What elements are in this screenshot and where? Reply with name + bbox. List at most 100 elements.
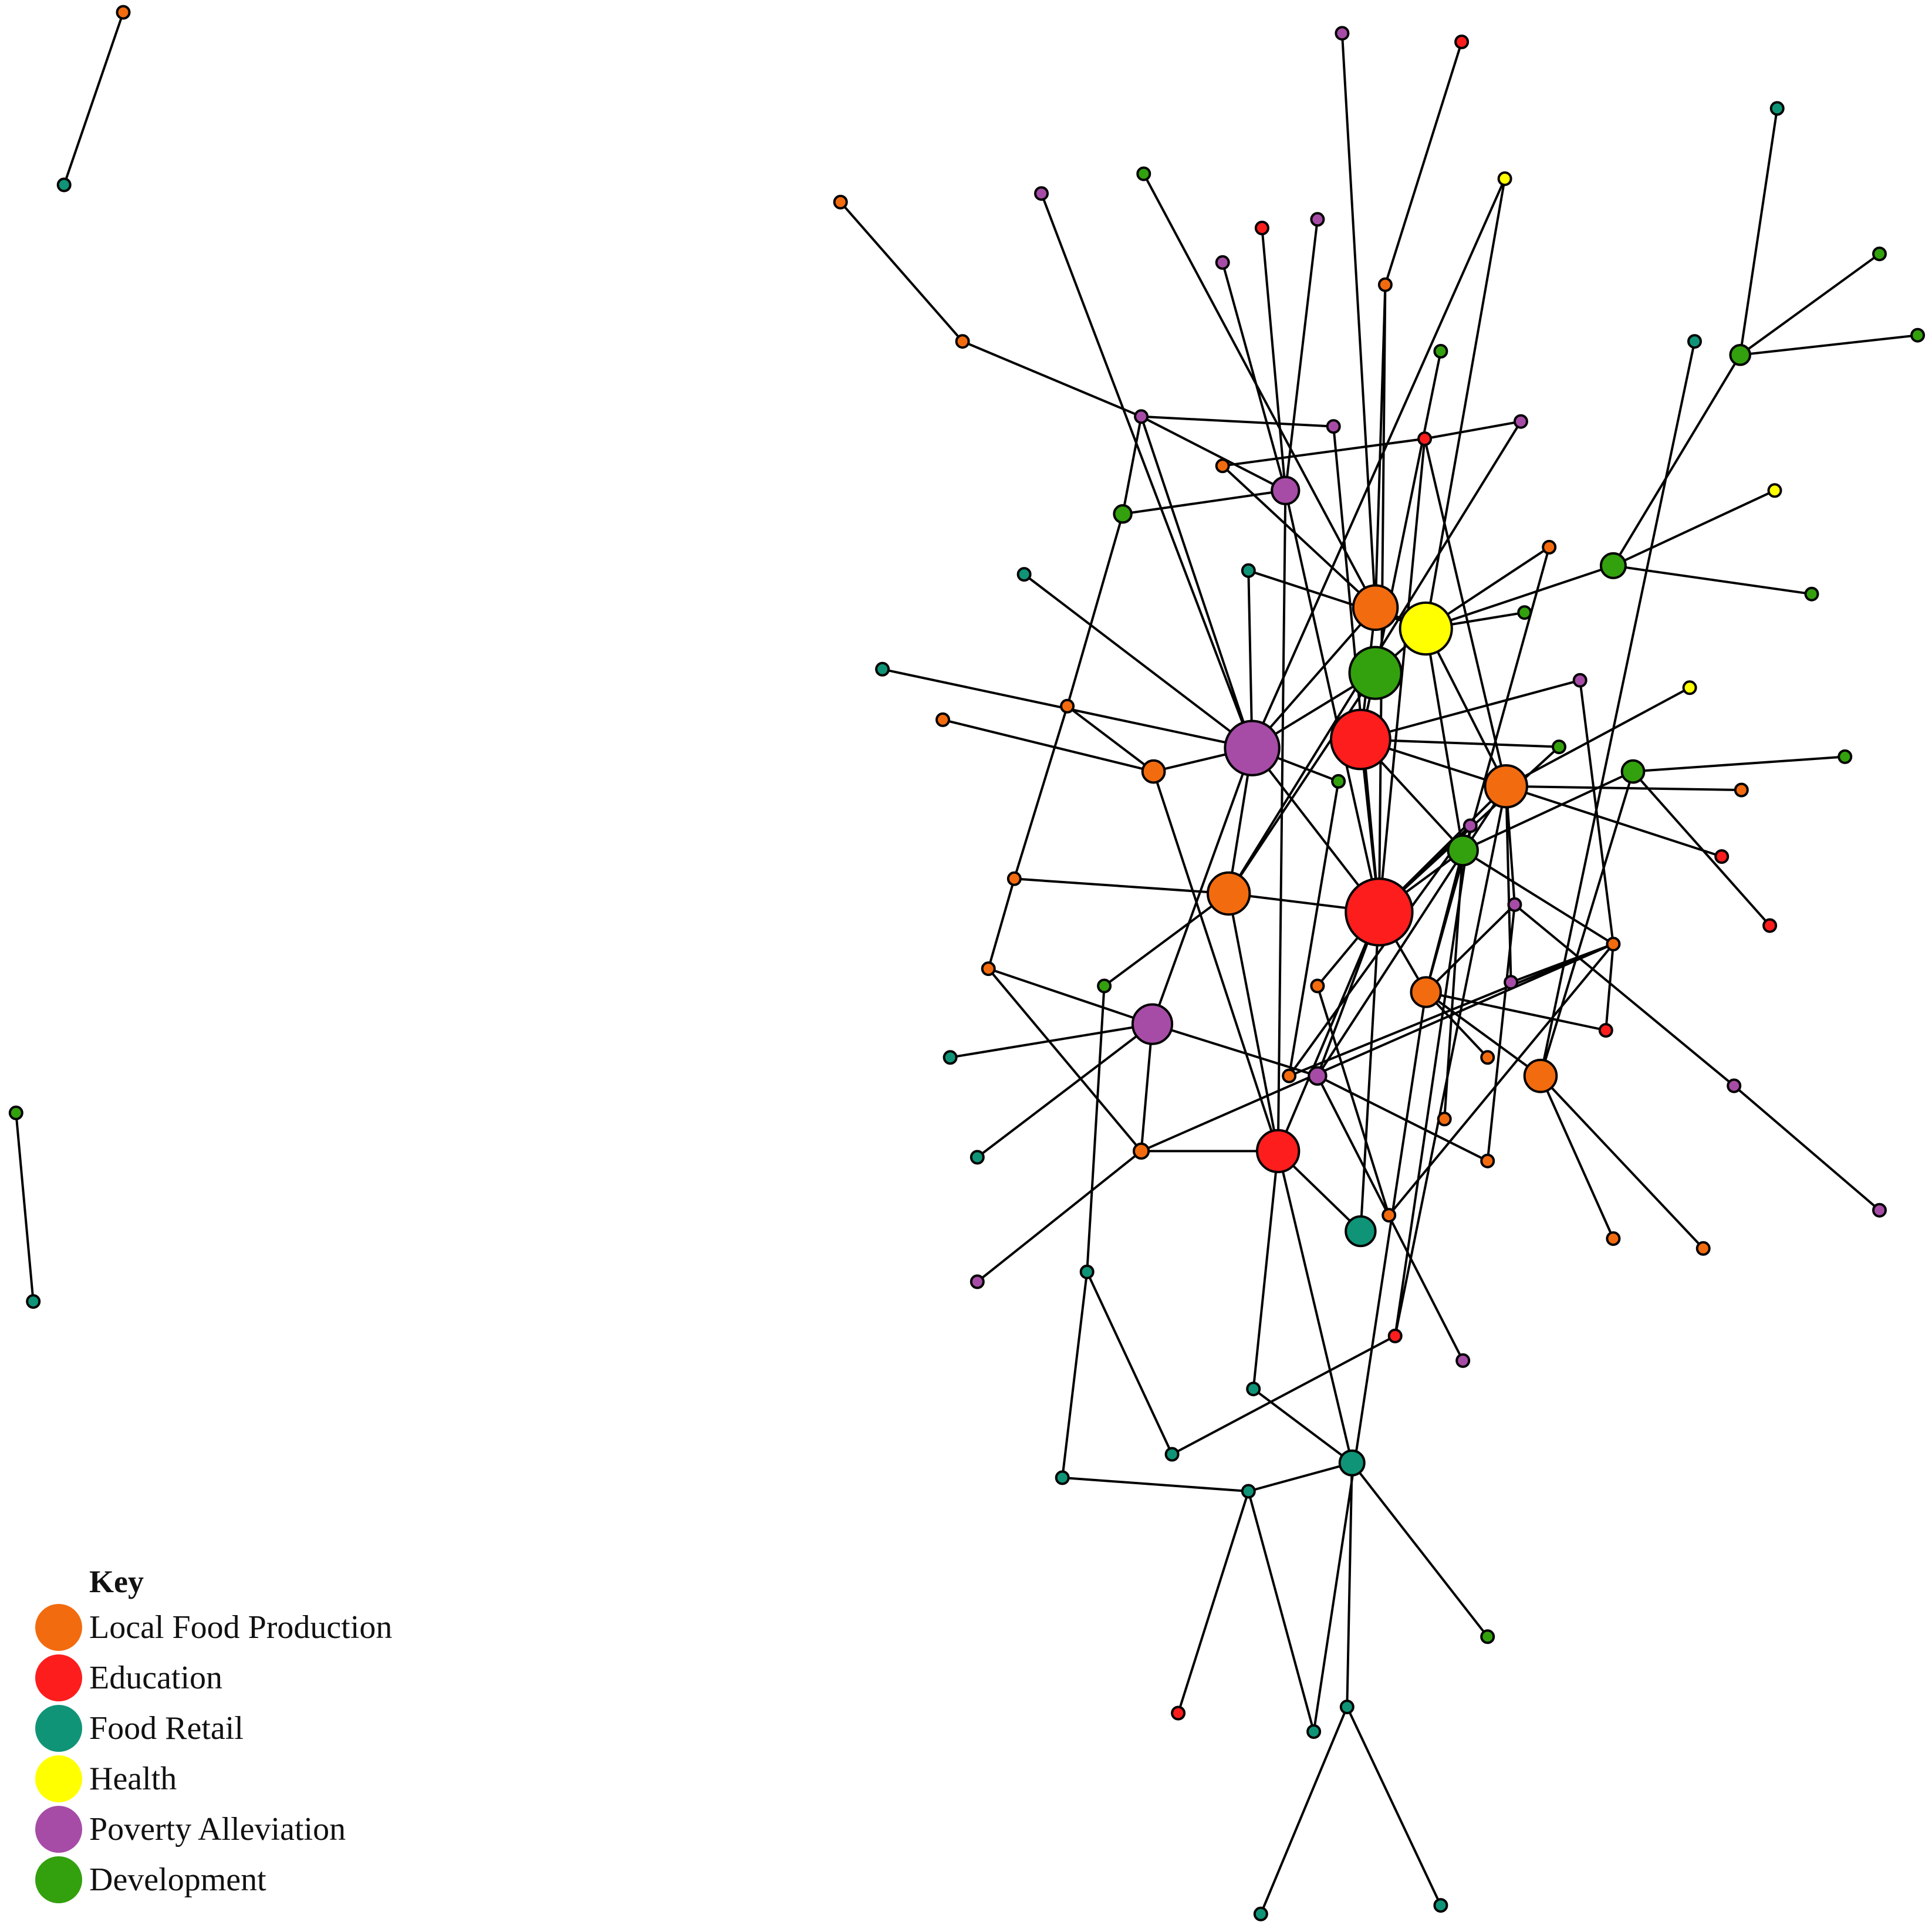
network-edge: [1424, 850, 1464, 993]
network-edge: [1346, 1462, 1353, 1707]
node-local-food-production: [1382, 1208, 1397, 1223]
network-edge: [1462, 770, 1634, 852]
node-education: [1598, 1023, 1613, 1038]
network-edge: [1426, 565, 1614, 630]
network-edge: [1486, 904, 1516, 1161]
node-food-retail: [943, 1050, 958, 1065]
node-poverty-alleviation: [970, 1274, 985, 1289]
network-edge: [1276, 490, 1287, 1151]
node-local-food-production: [955, 334, 970, 349]
network-edge: [63, 12, 124, 185]
node-local-food-production: [935, 712, 950, 727]
network-edge: [1424, 178, 1507, 629]
node-development: [1620, 759, 1646, 784]
node-food-retail: [1016, 567, 1032, 582]
network-edge: [1251, 178, 1506, 749]
node-food-retail: [56, 177, 72, 192]
network-edge: [1222, 437, 1425, 467]
network-edge: [1739, 108, 1779, 356]
network-edge: [1388, 943, 1614, 1216]
network-edge: [1613, 564, 1812, 596]
node-poverty-alleviation: [1507, 897, 1522, 912]
legend-item: Education: [35, 1653, 392, 1703]
node-development: [1136, 166, 1151, 181]
network-edge: [977, 1023, 1153, 1158]
network-edge: [1539, 1075, 1614, 1239]
network-edge: [1140, 1024, 1154, 1151]
network-edge: [1316, 785, 1507, 1077]
edges-layer: [15, 12, 1918, 1915]
node-education: [1345, 877, 1414, 947]
node-health: [1399, 601, 1453, 656]
network-edge: [1248, 569, 1427, 630]
network-edge: [1252, 1151, 1279, 1389]
legend-item: Poverty Alleviation: [35, 1804, 392, 1855]
node-poverty-alleviation: [1727, 1078, 1742, 1093]
network-edge: [1426, 991, 1606, 1032]
node-poverty-alleviation: [1455, 1353, 1471, 1368]
node-food-retail: [26, 1294, 41, 1309]
network-edge: [1633, 755, 1845, 773]
node-poverty-alleviation: [1462, 818, 1478, 833]
node-local-food-production: [1282, 1068, 1297, 1083]
network-edge: [1221, 465, 1376, 609]
node-local-food-production: [116, 5, 131, 20]
network-edge: [1312, 992, 1427, 1732]
node-poverty-alleviation: [1572, 673, 1588, 688]
node-poverty-alleviation: [1131, 1003, 1174, 1045]
node-food-retail: [1345, 1215, 1377, 1248]
node-education: [1762, 918, 1778, 933]
network-edge: [1023, 573, 1253, 749]
node-local-food-production: [1207, 871, 1251, 916]
network-edge: [1062, 1476, 1249, 1492]
network-edge: [1014, 877, 1229, 895]
legend-items: Local Food Production Education Food Retai…: [35, 1602, 392, 1905]
node-food-retail: [1769, 101, 1785, 116]
network-edge: [1579, 680, 1614, 944]
node-local-food-production: [1352, 584, 1399, 631]
legend-label: Health: [89, 1761, 177, 1797]
network-edge: [1140, 943, 1614, 1153]
node-development: [1517, 605, 1532, 620]
network-edge: [987, 968, 1143, 1152]
legend-label: Development: [89, 1862, 266, 1898]
node-local-food-production: [1006, 871, 1022, 886]
node-development: [8, 1105, 23, 1120]
network-edge: [1066, 514, 1124, 707]
network-edge: [839, 201, 964, 343]
network-edge: [987, 878, 1016, 970]
network-edge: [1733, 1085, 1880, 1211]
node-poverty-alleviation: [1134, 409, 1149, 424]
legend-item: Health: [35, 1754, 392, 1804]
node-development: [1447, 834, 1479, 867]
node-local-food-production: [1606, 937, 1621, 952]
node-food-retail: [1339, 1700, 1355, 1714]
node-local-food-production: [981, 961, 996, 977]
node-development: [1729, 344, 1751, 366]
node-poverty-alleviation: [1335, 26, 1350, 41]
network-edge: [1152, 771, 1279, 1152]
network-edge: [1340, 33, 1377, 608]
network-edge: [1394, 786, 1508, 1336]
node-local-food-production: [1695, 1241, 1711, 1256]
node-food-retail: [1253, 1906, 1268, 1921]
node-local-food-production: [1060, 698, 1075, 714]
network-edge: [1740, 334, 1918, 356]
node-poverty-alleviation: [1224, 720, 1281, 776]
node-food-retail: [1306, 1724, 1322, 1739]
network-edge: [1425, 991, 1542, 1077]
legend-swatch: [35, 1856, 82, 1903]
node-poverty-alleviation: [1513, 414, 1528, 429]
node-local-food-production: [1215, 458, 1230, 474]
legend-swatch: [35, 1654, 82, 1701]
network-edge: [1288, 825, 1471, 1077]
network-edge: [1122, 416, 1143, 515]
legend-swatch: [35, 1705, 82, 1752]
network-edge: [1221, 262, 1287, 491]
legend-item: Food Retail: [35, 1703, 392, 1754]
node-development: [1599, 552, 1627, 579]
node-development: [1097, 978, 1112, 994]
network-edge: [1177, 1491, 1250, 1714]
network-edge: [1605, 944, 1614, 1031]
